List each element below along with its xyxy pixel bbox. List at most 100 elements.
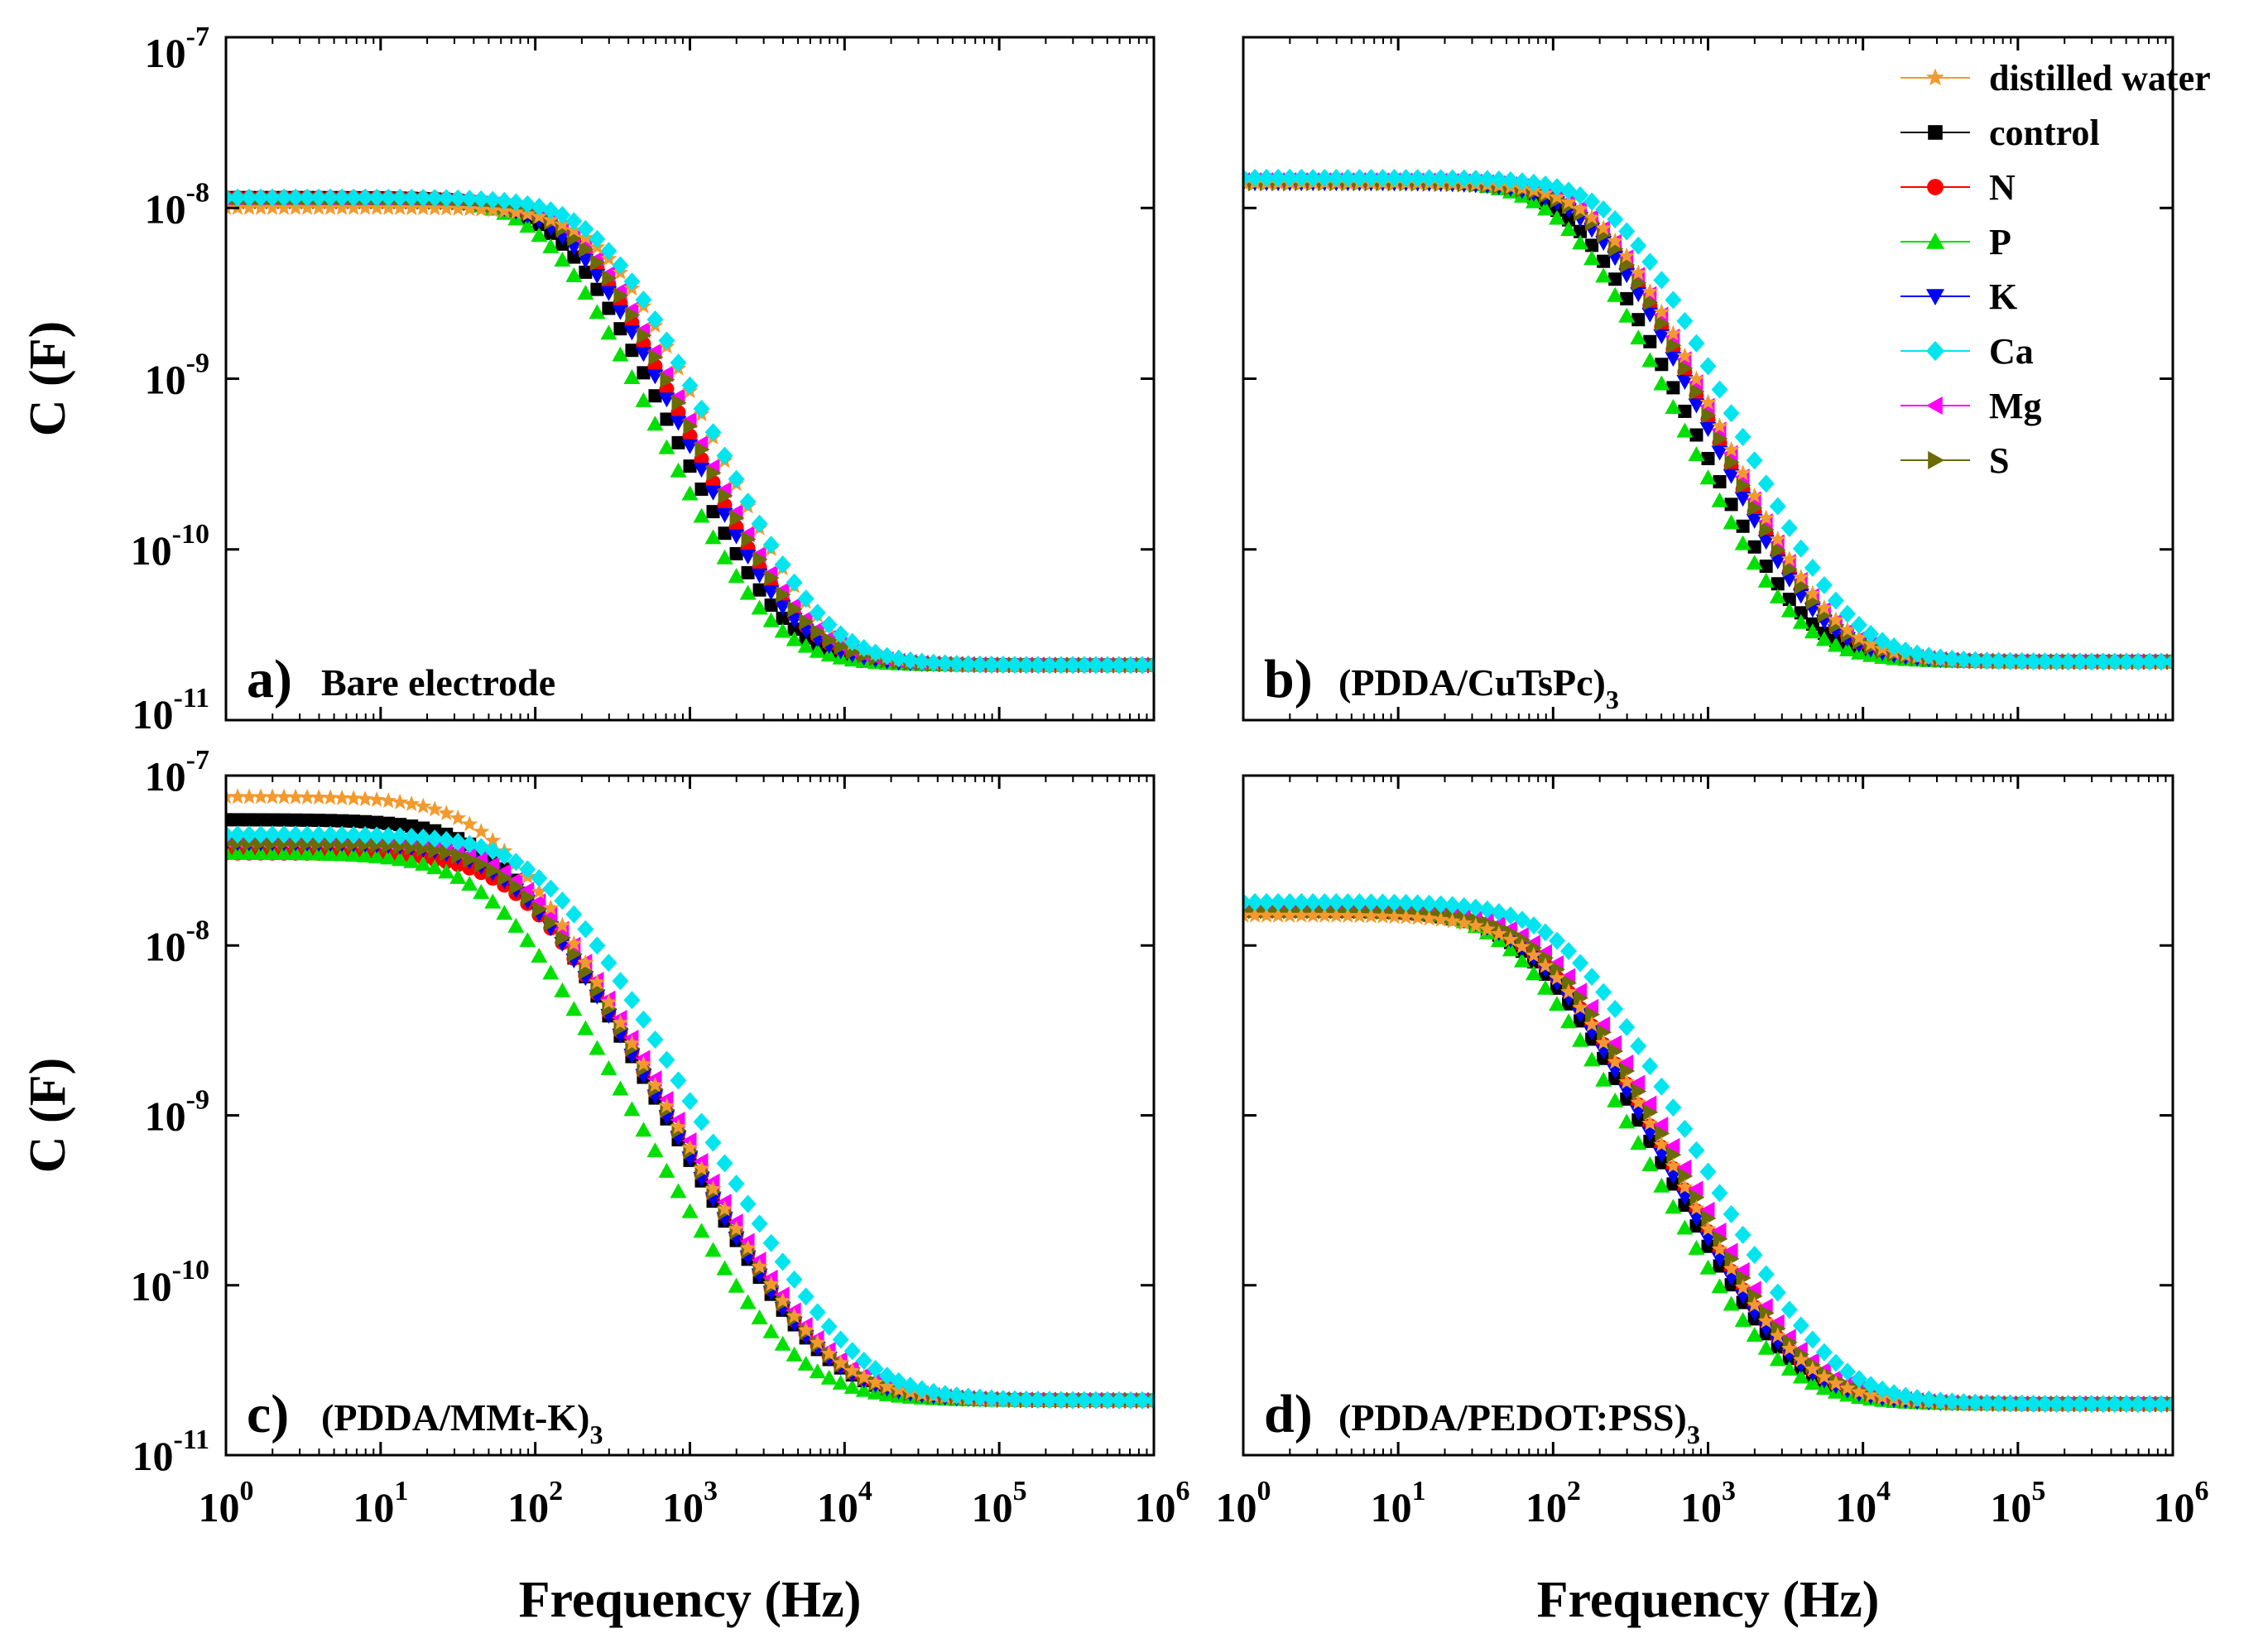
data-point [612,972,629,991]
data-point [1747,499,1763,517]
data-point [544,915,560,932]
data-point [671,394,687,411]
data-point [589,973,606,990]
data-point [531,868,548,887]
panel-letter: a) [247,649,292,709]
data-point [1455,896,1473,915]
data-point [1536,979,1554,995]
data-point [1653,1117,1669,1134]
data-point [797,1321,814,1338]
x-tick-label: 106 [2154,1476,2209,1530]
data-point [1757,474,1775,493]
data-point [1630,264,1647,281]
data-point [681,1092,699,1111]
data-point [1676,1119,1694,1138]
data-point [426,199,444,216]
data-point [403,795,420,811]
data-point [1653,1177,1670,1193]
data-point [1397,169,1415,188]
data-point [704,1133,722,1152]
data-point [1052,1391,1069,1410]
data-point [1618,307,1636,323]
data-point [1653,329,1670,344]
data-point [1607,999,1624,1018]
data-point [1098,656,1116,675]
data-point [1676,1179,1694,1194]
data-point [1711,1240,1728,1256]
data-point [1838,604,1856,623]
data-point [589,936,606,955]
data-point [878,1377,896,1394]
data-point [531,883,548,899]
data-point [438,863,455,879]
plot-area [1243,168,2173,671]
data-point [1608,272,1622,286]
data-point [484,201,502,218]
data-point [2165,652,2173,671]
data-point [241,199,257,215]
data-point [461,834,478,853]
data-point [1595,1071,1612,1087]
data-point [473,200,490,217]
data-point [1513,938,1530,954]
panel-letter: d) [1264,1384,1313,1444]
data-point [843,1378,861,1394]
data-point [1455,915,1473,930]
x-tick-label: 101 [353,1476,408,1530]
data-point [1804,1330,1821,1349]
data-point [1653,1136,1670,1152]
legend-label: Mg [1989,386,2042,426]
data-point [623,368,641,384]
panel-c [224,774,1156,1457]
data-point [1723,1260,1740,1276]
data-point [834,638,849,656]
data-point [799,613,814,630]
data-point [809,603,826,622]
data-point [1769,1327,1786,1343]
data-point [623,991,641,1010]
data-point [774,1335,791,1351]
data-point [1734,1279,1751,1295]
series-control [1243,904,2173,1411]
data-point [1678,359,1694,377]
data-point [716,1194,732,1211]
data-point [310,845,328,861]
data-point [1688,1211,1705,1227]
data-point [252,788,269,805]
legend-marker [1926,396,1943,415]
data-point [925,1382,942,1401]
data-point [739,1239,757,1256]
data-point [1549,188,1565,204]
data-point [2165,1395,2173,1414]
data-point [322,845,339,861]
data-point [357,826,374,845]
data-point [415,189,432,208]
data-point [1409,909,1426,925]
data-point [1699,357,1717,376]
data-point [461,815,478,832]
data-point [2106,652,2123,671]
data-point [507,853,525,872]
data-point [1281,906,1299,923]
data-point [1006,1390,1023,1409]
x-tick-label: 100 [199,1476,254,1530]
data-point [786,573,803,592]
data-point [1944,649,1961,668]
data-point [1537,957,1554,973]
data-point [1420,910,1438,926]
series-Mg [1243,900,2173,1413]
data-point [1339,907,1357,923]
data-point [1653,271,1670,290]
data-point [728,1277,745,1293]
data-point [1618,222,1636,241]
data-point [776,611,790,625]
data-point [1502,930,1519,947]
data-point [1110,656,1127,675]
data-point [449,189,467,208]
data-point [625,344,639,358]
data-point [1713,430,1728,447]
data-point [358,814,372,829]
data-point [577,253,594,269]
data-point [623,325,641,341]
data-point [1029,1391,1046,1410]
